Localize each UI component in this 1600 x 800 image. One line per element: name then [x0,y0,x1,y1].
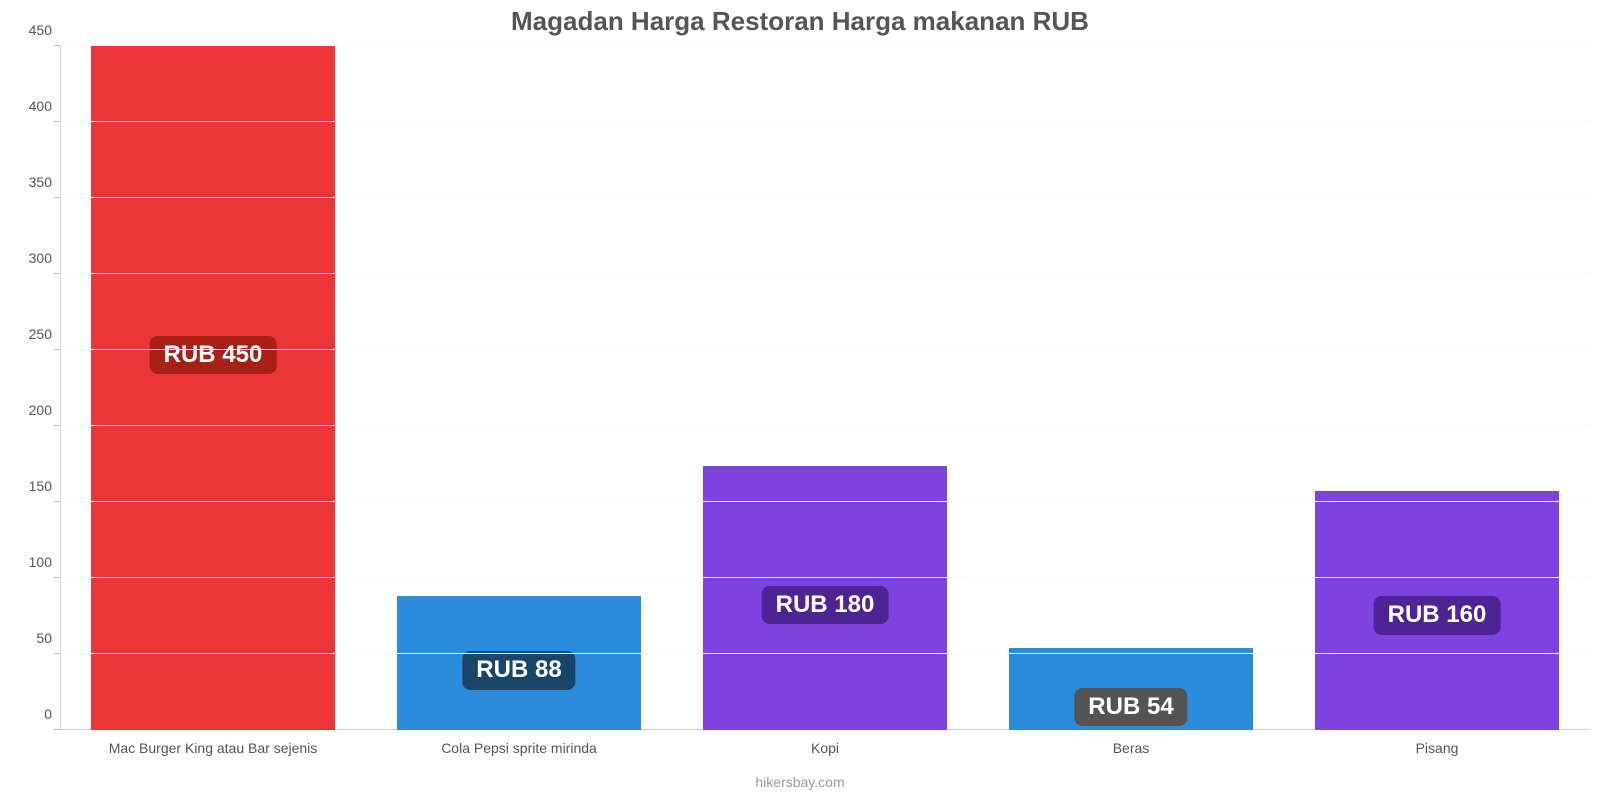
bar: RUB 450 [91,46,336,730]
gridline [60,349,1590,350]
xtick-label: Beras [1113,740,1150,756]
gridline [60,197,1590,198]
ytick-mark [54,729,60,730]
gridline [60,121,1590,122]
ytick-label: 50 [10,630,52,646]
gridline [60,653,1590,654]
ytick-label: 300 [10,250,52,266]
gridline [60,577,1590,578]
ytick-mark [54,653,60,654]
bar: RUB 88 [397,46,642,730]
bar: RUB 160 [1315,46,1560,730]
bar-value-label: RUB 54 [1074,688,1187,726]
bar-value-label: RUB 180 [762,586,889,624]
ytick-label: 450 [10,22,52,38]
plot-area: RUB 450RUB 88RUB 180RUB 54RUB 160 050100… [60,46,1590,730]
gridline [60,45,1590,46]
ytick-label: 250 [10,326,52,342]
bar-fill [91,46,336,730]
bars-container: RUB 450 RUB 88 RUB 180 RUB 54 RUB 160 [60,46,1590,730]
ytick-mark [54,197,60,198]
bar-value-label: RUB 160 [1374,596,1501,634]
ytick-mark [54,121,60,122]
chart-title: Magadan Harga Restoran Harga makanan RUB [0,0,1600,43]
bar: RUB 180 [703,46,948,730]
gridline [60,273,1590,274]
bar: RUB 54 [1009,46,1254,730]
ytick-mark [54,273,60,274]
ytick-label: 0 [10,706,52,722]
ytick-label: 200 [10,402,52,418]
ytick-mark [54,425,60,426]
ytick-mark [54,501,60,502]
xtick-label: Kopi [811,740,839,756]
ytick-mark [54,45,60,46]
ytick-label: 350 [10,174,52,190]
ytick-mark [54,577,60,578]
xtick-label: Mac Burger King atau Bar sejenis [109,740,318,756]
gridline [60,425,1590,426]
xtick-label: Cola Pepsi sprite mirinda [441,740,597,756]
xtick-label: Pisang [1416,740,1459,756]
bar-value-label: RUB 450 [150,336,277,374]
ytick-label: 400 [10,98,52,114]
source-credit: hikersbay.com [0,774,1600,790]
price-bar-chart: Magadan Harga Restoran Harga makanan RUB… [0,0,1600,800]
ytick-mark [54,349,60,350]
gridline [60,501,1590,502]
ytick-label: 150 [10,478,52,494]
ytick-label: 100 [10,554,52,570]
bar-value-label: RUB 88 [462,651,575,689]
